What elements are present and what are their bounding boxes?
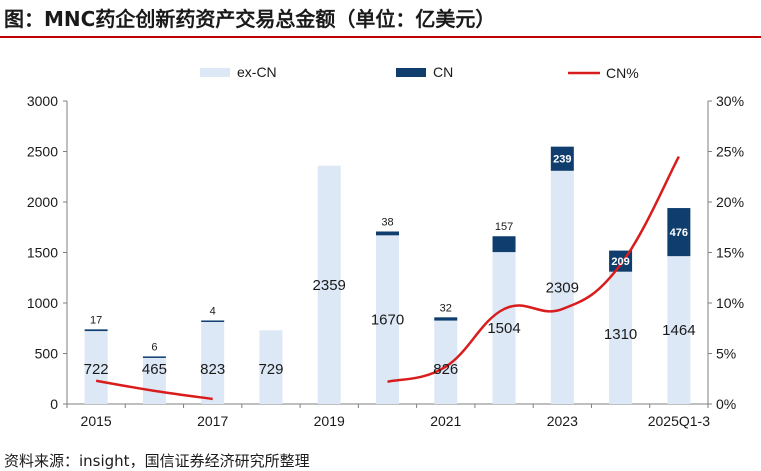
data-label-cn: 6 [151, 341, 157, 353]
x-tick-label: 2025Q1-3 [648, 413, 710, 429]
x-tick-label: 2017 [197, 413, 228, 429]
x-tick-label: 2023 [547, 413, 578, 429]
bar-excn [609, 271, 633, 404]
right-tick-label: 20% [716, 194, 744, 210]
left-tick-label: 500 [35, 346, 59, 362]
data-label-cn: 157 [495, 221, 513, 233]
bar-excn [492, 252, 516, 404]
axes: 0 500 1000 1500 2000 2500 3000 0% 5% 10% 15% 20% 25%… [27, 93, 744, 429]
data-label-excn: 729 [258, 361, 283, 378]
data-label-excn: 1310 [604, 326, 637, 343]
bar-excn [259, 330, 283, 404]
bar-cn [434, 317, 458, 321]
left-tick-label: 1500 [27, 245, 58, 261]
legend: ex-CN CN CN% [200, 64, 639, 81]
x-tick-label: 2021 [430, 413, 461, 429]
bar-cn [201, 320, 225, 322]
cn-percent-line [95, 155, 680, 401]
data-label-excn: 826 [433, 361, 458, 378]
cn-percent-line-segment [387, 155, 680, 383]
title-rule [0, 36, 761, 38]
bar-excn [667, 256, 691, 404]
legend-swatch-cn [396, 68, 426, 77]
data-label-cn: 17 [90, 314, 102, 326]
right-tick-label: 25% [716, 144, 744, 160]
chart-title: 图：MNC药企创新药资产交易总金额（单位：亿美元） [4, 7, 496, 31]
bar-cn [376, 231, 399, 236]
data-label-cn: 476 [670, 227, 688, 239]
right-tick-label: 10% [716, 295, 744, 311]
data-label-excn: 2309 [546, 279, 579, 296]
x-tick-label: 2015 [81, 413, 112, 429]
bar-cn [667, 208, 691, 257]
bar-cn [550, 146, 574, 171]
bar-excn [84, 331, 108, 404]
bar-excn [434, 320, 458, 404]
left-tick-label: 1000 [27, 295, 58, 311]
right-tick-label: 30% [716, 93, 744, 109]
bar-cn [84, 329, 108, 332]
bars [84, 146, 691, 404]
legend-swatch-excn [200, 68, 230, 77]
data-label-excn: 2359 [313, 277, 346, 294]
data-label-cn: 32 [440, 302, 452, 314]
data-label-cn: 4 [210, 305, 216, 317]
source-note: 资料来源：insight，国信证券经济研究所整理 [4, 452, 310, 470]
left-tick-label: 2500 [27, 144, 58, 160]
data-label-cn: 239 [553, 154, 571, 166]
chart-canvas: ex-CN CN CN% 0 500 1000 1500 2000 2500 3000 0% 5% 1… [27, 64, 744, 429]
data-label-excn: 823 [200, 361, 225, 378]
data-label-excn: 722 [84, 361, 109, 378]
right-tick-label: 0% [716, 396, 736, 412]
data-label-cn: 38 [381, 216, 393, 228]
data-label-excn: 1670 [371, 312, 404, 329]
bar-cn [492, 236, 516, 253]
bar-excn [317, 165, 341, 404]
bar-excn [201, 320, 225, 404]
data-label-cn: 209 [611, 256, 629, 268]
left-tick-label: 3000 [27, 93, 58, 109]
cn-percent-line-segment [95, 379, 213, 401]
x-tick-label: 2019 [314, 413, 345, 429]
left-tick-label: 0 [50, 396, 58, 412]
bar-excn [376, 235, 399, 404]
legend-label-cn-percent: CN% [606, 65, 639, 81]
bar-excn [550, 170, 574, 404]
legend-label-excn: ex-CN [237, 64, 277, 80]
legend-label-cn: CN [433, 64, 453, 80]
right-tick-label: 5% [716, 346, 736, 362]
data-label-excn: 1504 [487, 320, 520, 337]
data-label-excn: 465 [142, 361, 167, 378]
data-label-excn: 1464 [662, 322, 695, 339]
left-tick-label: 2000 [27, 194, 58, 210]
data-labels: 722 465 823 729 2359 1670 826 1504 2309 1310 1464 1… [84, 154, 696, 378]
bar-cn [142, 356, 166, 358]
right-tick-label: 15% [716, 245, 744, 261]
